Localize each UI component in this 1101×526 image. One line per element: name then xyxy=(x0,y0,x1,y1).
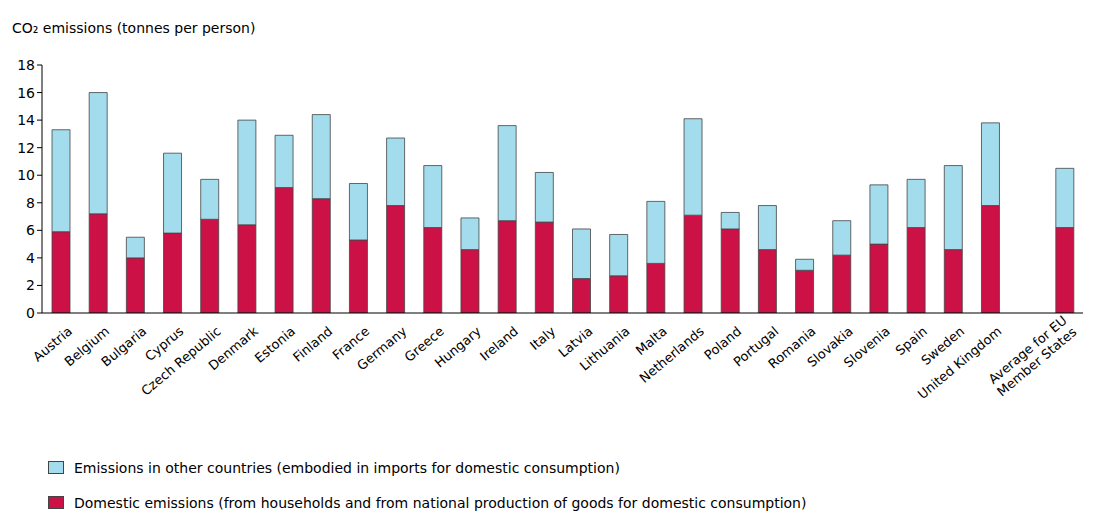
svg-text:Czech Republic: Czech Republic xyxy=(138,323,224,399)
svg-text:14: 14 xyxy=(17,112,35,128)
svg-text:Slovenia: Slovenia xyxy=(841,323,893,370)
svg-text:18: 18 xyxy=(17,57,35,73)
svg-text:Spain: Spain xyxy=(892,323,931,359)
svg-text:8: 8 xyxy=(26,195,35,211)
svg-text:12: 12 xyxy=(17,140,35,156)
html-text:Domestic emissions (from house: Domestic emissions (from households and … xyxy=(74,494,807,511)
svg-text:Romania: Romania xyxy=(765,323,819,372)
html-text:Emissions in other countries (: Emissions in other countries (embodied i… xyxy=(74,459,620,476)
svg-text:Denmark: Denmark xyxy=(205,323,261,373)
svg-text:Greece: Greece xyxy=(401,323,447,365)
svg-text:Bulgaria: Bulgaria xyxy=(98,323,149,369)
html-text:CO₂ emissions (tonnes per pers: CO₂ emissions (tonnes per person) xyxy=(12,20,256,36)
svg-text:Sweden: Sweden xyxy=(918,323,968,368)
svg-text:Austria: Austria xyxy=(30,323,75,365)
svg-text:Hungary: Hungary xyxy=(432,323,484,370)
svg-text:16: 16 xyxy=(17,85,35,101)
svg-text:2: 2 xyxy=(26,277,35,293)
svg-text:Netherlands: Netherlands xyxy=(637,323,708,386)
svg-text:Italy: Italy xyxy=(527,323,558,353)
svg-text:Belgium: Belgium xyxy=(61,323,113,370)
svg-text:Cyprus: Cyprus xyxy=(142,323,187,365)
svg-text:4: 4 xyxy=(26,250,35,266)
svg-text:Malta: Malta xyxy=(632,323,670,358)
svg-text:Latvia: Latvia xyxy=(555,323,596,361)
svg-text:Ireland: Ireland xyxy=(477,323,521,363)
svg-text:0: 0 xyxy=(26,305,35,321)
svg-text:Lithuania: Lithuania xyxy=(577,323,633,373)
svg-text:Germany: Germany xyxy=(354,323,410,373)
svg-text:Average for EUMember States: Average for EUMember States xyxy=(984,313,1079,400)
svg-text:United Kingdom: United Kingdom xyxy=(915,323,1005,402)
svg-text:France: France xyxy=(329,323,373,363)
svg-text:10: 10 xyxy=(17,167,35,183)
svg-text:6: 6 xyxy=(26,222,35,238)
svg-text:Portugal: Portugal xyxy=(730,323,782,370)
svg-text:Poland: Poland xyxy=(701,323,745,363)
svg-text:Slovakia: Slovakia xyxy=(804,323,856,371)
svg-text:Estonia: Estonia xyxy=(252,323,298,365)
svg-text:Finland: Finland xyxy=(290,323,335,364)
